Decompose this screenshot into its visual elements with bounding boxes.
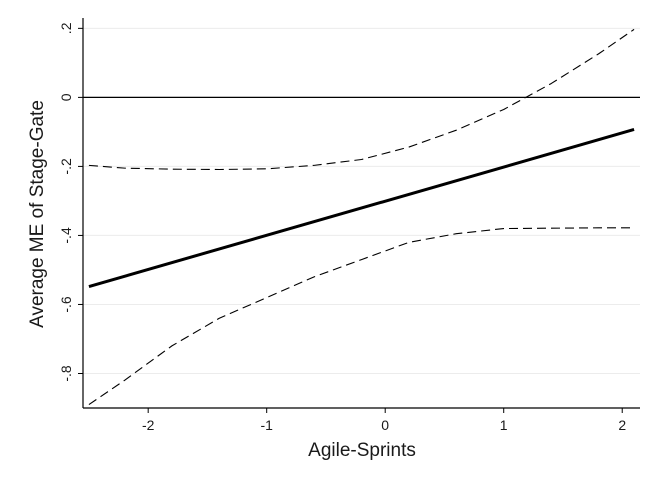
x-tick-label-0: -2 [142,417,155,433]
y-tick-label-3: -.2 [58,158,74,175]
x-axis-title: Agile-Sprints [308,440,416,461]
y-tick-label-4: 0 [58,93,74,101]
lower-ci-line [88,227,635,406]
upper-ci-line [88,28,635,171]
x-tick-label-2: 0 [381,417,389,433]
y-tick-label-1: -.6 [58,296,74,313]
x-tick-label-1: -1 [260,417,273,433]
x-tick-label-4: 2 [618,417,626,433]
axis-layer: -.8 -.6 -.4 -.2 0 .2 -2 -1 0 1 2 [58,18,640,433]
x-tick-label-3: 1 [500,417,508,433]
series-layer [88,28,635,406]
y-tick-label-0: -.8 [58,365,74,382]
y-axis-title: Average ME of Stage-Gate [27,100,48,328]
estimate-line [88,128,635,288]
y-tick-label-5: .2 [58,22,74,34]
y-tick-label-2: -.4 [58,227,74,244]
